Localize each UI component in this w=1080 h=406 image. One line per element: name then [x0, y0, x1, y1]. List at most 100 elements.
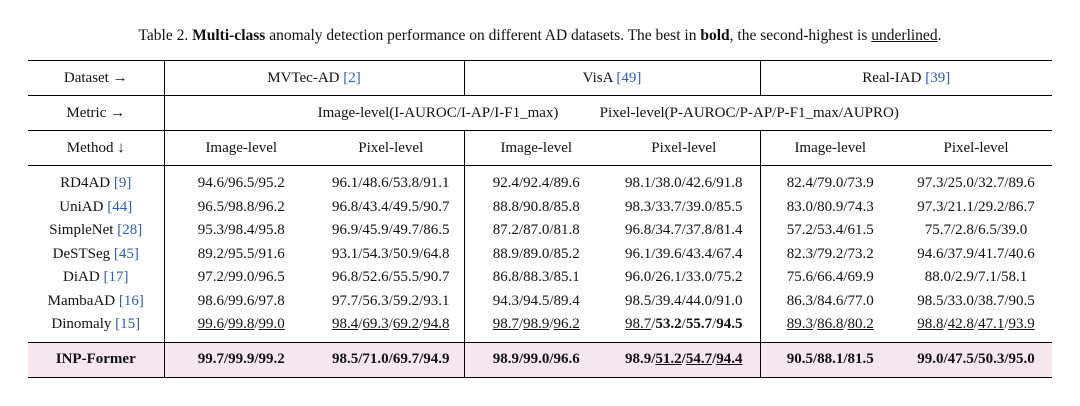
metric-value: 94.3	[492, 292, 519, 309]
metric-value: 88.8	[492, 198, 519, 215]
method-name: MambaAD [16]	[28, 289, 165, 313]
metric-value: 95.5	[228, 245, 255, 262]
metric-value: 71.0	[362, 351, 389, 367]
metric-value: 98.7	[492, 316, 519, 333]
metric-value: 55.5	[392, 269, 420, 286]
metric-cell: 96.5/98.8/96.2	[197, 198, 285, 215]
metric-value: 42.6	[685, 175, 713, 192]
metric-value: 81.4	[716, 222, 743, 239]
caption-mid: anomaly detection performance on differe…	[265, 27, 701, 44]
metric-cell: 97.2/99.0/96.5	[197, 269, 285, 286]
metric-value: 96.5	[197, 198, 224, 215]
metric-cell: 94.3/94.5/89.4	[492, 292, 580, 309]
metric-value: 39.0	[1001, 222, 1028, 239]
metric-cell: 94.6/96.5/95.2	[197, 175, 285, 192]
col-image-level: Image-level	[164, 130, 318, 166]
metric-value: 57.2	[786, 222, 813, 239]
metric-value: 94.8	[423, 316, 450, 333]
metric-cell: 86.3/84.6/77.0	[786, 292, 874, 309]
metric-value: 91.0	[716, 292, 743, 309]
metric-value: 95.8	[258, 222, 285, 239]
metric-value: 89.6	[553, 175, 580, 192]
metric-value: 50.3	[978, 351, 1005, 367]
metric-value: 98.6	[197, 292, 224, 309]
metric-cell: 88.0/2.9/7.1/58.1	[924, 269, 1028, 286]
metric-value: 96.1	[624, 245, 652, 262]
metric-value: 79.0	[817, 175, 844, 192]
ref-link[interactable]: [28]	[117, 222, 143, 239]
metric-value: 88.1	[817, 351, 844, 367]
metric-value: 99.7	[197, 351, 224, 367]
ref-link[interactable]: [15]	[115, 316, 141, 333]
metric-value: 39.6	[655, 245, 682, 262]
metric-value: 34.7	[655, 222, 682, 239]
metric-value: 37.8	[685, 222, 713, 239]
metric-value: 97.7	[331, 292, 359, 309]
metric-value: 86.5	[423, 222, 450, 239]
metric-value: 98.9	[492, 351, 519, 367]
metric-description: Image-level(I-AUROC/I-AP/I-F1_max) Pixel…	[164, 95, 1052, 131]
metric-value: 43.4	[362, 198, 389, 215]
ref-link[interactable]: [16]	[118, 292, 144, 309]
metric-value: 85.2	[553, 245, 580, 262]
metric-cell: 89.2/95.5/91.6	[197, 245, 285, 262]
metric-value: 66.4	[817, 269, 844, 286]
metric-cell: 96.0/26.1/33.0/75.2	[608, 266, 761, 290]
metric-value: 61.5	[847, 222, 874, 239]
metric-value: 96.0	[624, 269, 652, 286]
table-caption: Table 2. Multi-class anomaly detection p…	[0, 26, 1080, 46]
metric-value: 39.4	[655, 292, 682, 309]
metric-value: 49.5	[392, 198, 420, 215]
col-image-level: Image-level	[760, 130, 900, 166]
metric-value: 69.3	[362, 316, 389, 333]
metric-cell: 96.9/45.9/49.7/86.5	[318, 219, 465, 243]
metric-value: 89.0	[523, 245, 550, 262]
metric-cell: 96.8/43.4/49.5/90.7	[318, 195, 465, 219]
metric-value: 85.5	[716, 198, 743, 215]
metric-value: 91.1	[423, 175, 450, 192]
table-row: RD4AD [9] 94.6/96.5/95.2 96.1/48.6/53.8/91…	[28, 165, 1052, 196]
table-row: DeSTSeg [45] 89.2/95.5/91.6 93.1/54.3/50.9…	[28, 242, 1052, 266]
metric-cell: 99.0/47.5/50.3/95.0	[900, 341, 1052, 378]
metric-value: 69.9	[847, 269, 874, 286]
metric-value: 75.2	[716, 269, 743, 286]
metric-value: 47.1	[978, 316, 1005, 333]
metric-value: 67.4	[716, 245, 743, 262]
metric-cell: 92.4/92.4/89.6	[492, 175, 580, 192]
metric-value: 38.7	[978, 292, 1005, 309]
metric-value: 98.8	[228, 198, 255, 215]
metric-value: 54.7	[685, 351, 713, 367]
metric-value: 82.4	[786, 175, 813, 192]
ref-link[interactable]: [17]	[103, 269, 129, 286]
method-name: RD4AD [9]	[28, 165, 165, 196]
metric-value: 96.8	[331, 198, 359, 215]
metric-value: 89.6	[1008, 175, 1035, 192]
method-name: INP-Former	[28, 341, 165, 378]
ref-link[interactable]: [45]	[113, 245, 139, 262]
metric-value: 92.4	[523, 175, 550, 192]
metric-value: 33.7	[655, 198, 682, 215]
metric-cell: 94.6/37.9/41.7/40.6	[917, 245, 1035, 262]
metric-value: 98.7	[624, 316, 652, 333]
metric-value: 88.3	[523, 269, 550, 286]
metric-value: 98.5	[624, 292, 652, 309]
ref-link[interactable]: [39]	[925, 69, 951, 86]
metric-value: 84.6	[817, 292, 844, 309]
metric-cell: 98.5/39.4/44.0/91.0	[608, 289, 761, 313]
ref-link[interactable]: [49]	[616, 69, 642, 86]
metric-value: 94.6	[917, 245, 944, 262]
metric-value: 55.7	[685, 316, 713, 333]
ref-link[interactable]: [9]	[113, 175, 132, 192]
metric-value: 96.2	[258, 198, 285, 215]
col-pixel-level: Pixel-level	[318, 130, 465, 166]
metric-value: 97.8	[258, 292, 285, 309]
metric-value: 93.1	[331, 245, 359, 262]
metric-value: 99.6	[228, 292, 255, 309]
metric-value: 6.5	[978, 222, 997, 239]
metric-cell: 97.3/21.1/29.2/86.7	[917, 198, 1035, 215]
metric-cell: 83.0/80.9/74.3	[786, 198, 874, 215]
metric-value: 49.7	[392, 222, 420, 239]
ref-link[interactable]: [44]	[107, 198, 133, 215]
ref-link[interactable]: [2]	[343, 69, 361, 86]
